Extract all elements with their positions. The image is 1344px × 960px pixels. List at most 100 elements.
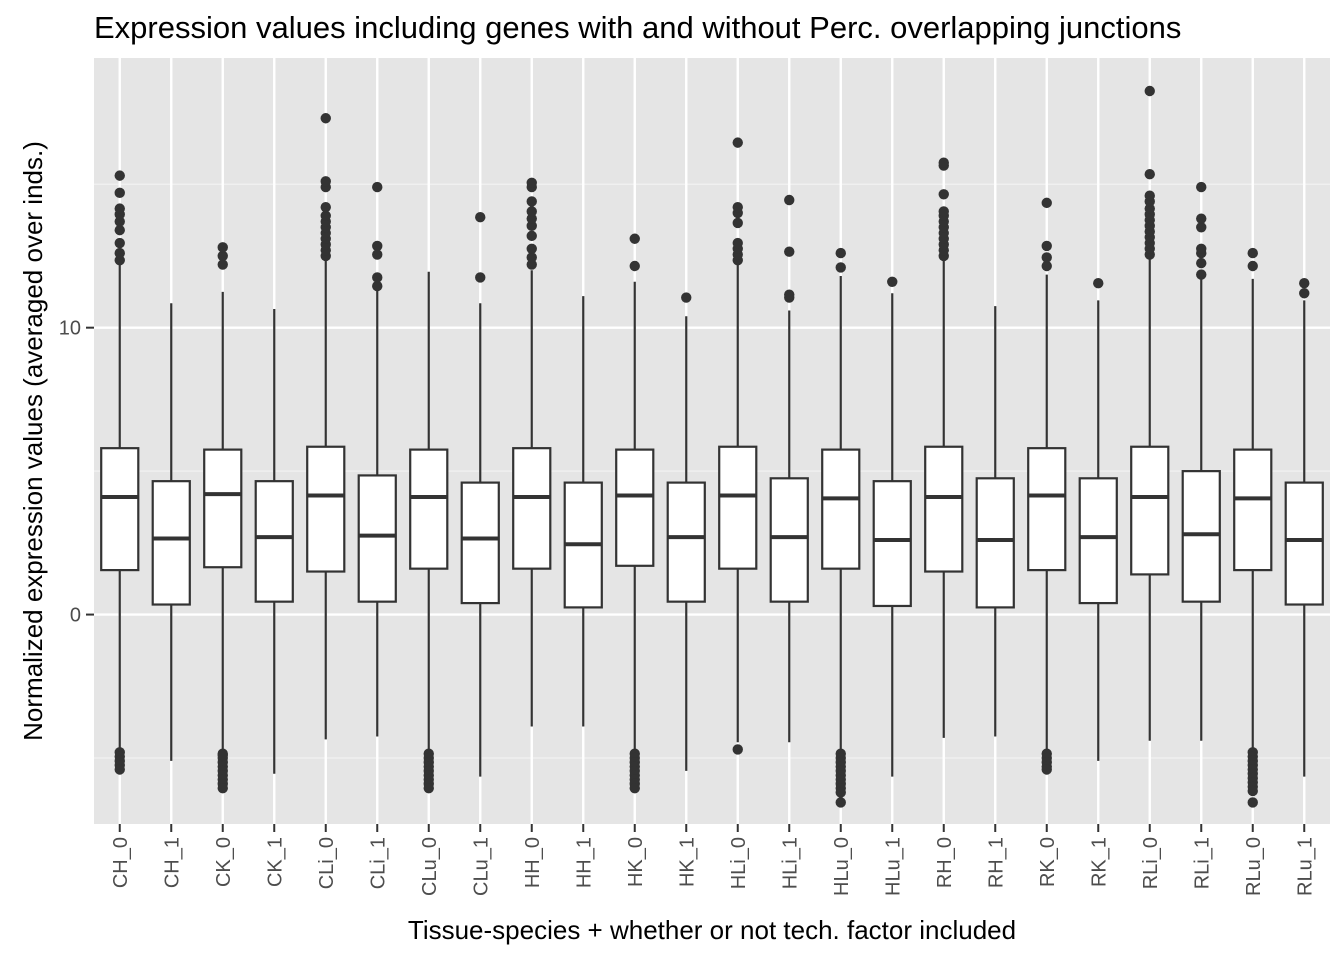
outlier-point [114,203,125,214]
outlier-point [629,782,640,794]
outlier-point [372,249,383,260]
outlier-point [475,212,486,223]
outlier-point [114,255,125,266]
box-CLi_0 [306,113,346,740]
outlier-point [526,220,537,232]
box-RLi_1 [1181,181,1221,741]
box-body [512,447,552,570]
box-body [1027,447,1067,572]
outlier-point [835,797,846,808]
box-CLu_0 [409,271,449,794]
y-tick-label: 10 [59,318,81,340]
outlier-point [732,201,743,213]
outlier-point [1247,785,1258,797]
x-tick-label: CLu_1 [470,837,492,896]
x-tick-label: HLi_1 [779,837,801,889]
outlier-point [1041,260,1052,272]
outlier-point [784,289,795,300]
outlier-point [114,237,125,249]
outlier-point [1299,278,1310,289]
outlier-point [475,272,486,283]
box-body [615,448,655,567]
box-body [1078,477,1118,605]
outlier-point [526,206,537,217]
outlier-point [1247,797,1258,808]
outlier-point [320,210,331,221]
box-HLi_0 [718,137,758,755]
outlier-point [1144,85,1155,97]
x-tick-label: HK_0 [625,837,647,887]
outlier-point [1041,764,1052,775]
outlier-point [938,189,949,200]
box-body [1233,448,1273,572]
outlier-point [1299,288,1310,299]
box-CK_0 [203,242,243,794]
box-body [306,445,346,573]
box-body [769,477,809,603]
x-tick-label: HH_1 [573,837,595,888]
outlier-point [732,744,743,755]
outlier-point [732,217,743,229]
box-RK_1 [1078,278,1118,761]
box-HK_1 [666,292,706,771]
outlier-point [629,260,640,272]
x-tick-label: RH_0 [934,837,956,888]
box-body [1284,481,1324,606]
outlier-point [784,194,795,206]
outlier-point [1041,240,1052,252]
box-CH_0 [100,170,140,775]
outlier-point [526,230,537,242]
box-body [100,447,140,572]
x-tick-label: HLu_1 [882,837,904,896]
outlier-point [1041,197,1052,209]
outlier-point [423,782,434,794]
outlier-point [629,233,640,244]
outlier-point [835,262,846,273]
outlier-point [1196,243,1207,254]
x-tick-label: RK_0 [1037,837,1059,887]
outlier-point [1041,252,1052,263]
box-body [357,474,397,603]
y-axis-label: Normalized expression values (averaged o… [18,141,48,741]
outlier-point [114,764,125,775]
x-tick-label: CK_1 [264,837,286,887]
chart-title: Expression values including genes with a… [94,10,1181,45]
outlier-point [526,213,537,224]
box-body [872,480,912,608]
outlier-point [732,237,743,249]
outlier-point [1144,203,1155,214]
outlier-point [114,224,125,236]
outlier-point [938,206,949,217]
box-body [460,481,500,605]
outlier-point [1196,181,1207,193]
x-tick-label: RLi_1 [1191,837,1213,889]
x-tick-label: HH_0 [522,837,544,888]
outlier-point [217,782,228,794]
outlier-point [217,250,228,262]
box-body [924,445,964,573]
outlier-point [320,113,331,124]
x-tick-label: CH_0 [110,837,132,888]
x-tick-label: CH_1 [161,837,183,888]
outlier-point [1247,260,1258,272]
x-tick-label: RH_1 [985,837,1007,888]
box-body [821,448,861,570]
axes: 0 10 CH_0 CH_1 CK_0 CK_1 CLi_0 CLi_1 CLu_0 CLu_1 H… [59,318,1317,896]
box-body [1181,470,1221,603]
box-CLu_1 [460,212,500,777]
x-tick-label: RK_1 [1088,837,1110,887]
box-body [1130,445,1170,576]
box-series [100,85,1324,808]
outlier-point [1196,213,1207,224]
outlier-point [835,787,846,798]
box-body [409,448,449,570]
box-body [151,480,191,606]
outlier-point [681,292,692,303]
outlier-point [1196,269,1207,280]
box-CLi_1 [357,181,397,737]
outlier-point [887,276,898,287]
x-tick-label: CLi_1 [367,837,389,889]
outlier-point [526,259,537,270]
outlier-point [114,247,125,259]
